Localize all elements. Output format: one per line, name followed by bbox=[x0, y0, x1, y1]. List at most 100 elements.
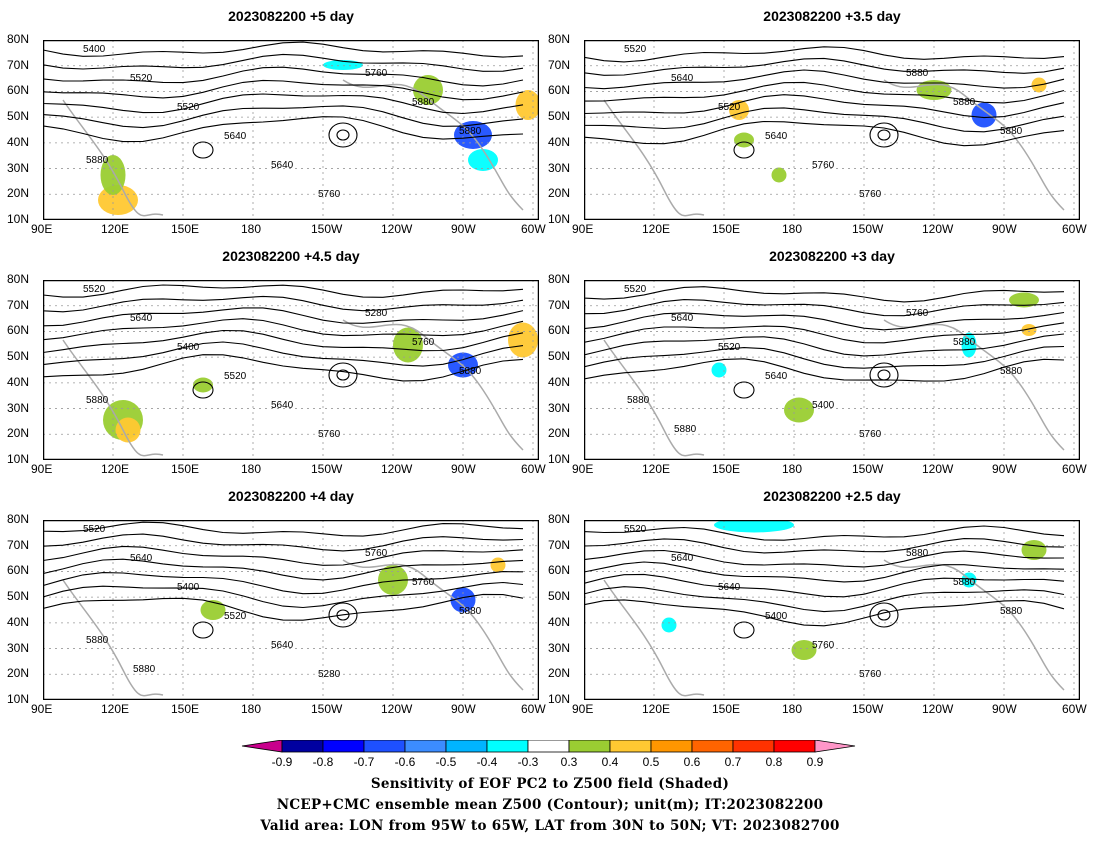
contour-label: 5640 bbox=[718, 582, 741, 593]
map-panel: 5520 5640 5520 5640 5400 5760 5760 5880 5880 5880… bbox=[584, 280, 1080, 460]
contour-label: 5760 bbox=[412, 577, 435, 588]
lon-label: 180 bbox=[782, 462, 803, 476]
sensitivity-shading bbox=[393, 327, 423, 363]
z500-contour bbox=[43, 318, 524, 341]
contour-label: 5880 bbox=[1000, 366, 1023, 377]
sensitivity-shading bbox=[490, 557, 506, 573]
colorbar-tick: -0.9 bbox=[272, 755, 293, 769]
colorbar-tick: 0.3 bbox=[561, 755, 578, 769]
z500-contour bbox=[43, 593, 524, 621]
lon-label: 90W bbox=[451, 702, 476, 716]
z500-contour bbox=[584, 286, 1065, 303]
sensitivity-shading bbox=[1009, 292, 1039, 308]
colorbar-tick: -0.4 bbox=[477, 755, 498, 769]
lat-label: 10N bbox=[548, 692, 571, 706]
contour-label: 5640 bbox=[765, 131, 788, 142]
lat-label: 30N bbox=[548, 640, 571, 655]
lat-label: 70N bbox=[548, 297, 571, 312]
lon-label: 60W bbox=[1062, 462, 1087, 476]
lon-label: 150W bbox=[311, 462, 343, 476]
lon-label: 90E bbox=[572, 462, 594, 476]
contour-label: 5880 bbox=[86, 635, 109, 646]
lon-label: 90E bbox=[31, 462, 53, 476]
colorbar-tick: -0.5 bbox=[436, 755, 457, 769]
contour-label: 5640 bbox=[224, 131, 247, 142]
sensitivity-shading bbox=[413, 75, 443, 105]
panel-title: 2023082200 +2.5 day bbox=[763, 488, 901, 504]
contour-label: 5520 bbox=[224, 611, 247, 622]
lat-label: 30N bbox=[7, 400, 30, 415]
sensitivity-shading bbox=[714, 520, 794, 533]
z500-contour bbox=[584, 311, 1065, 331]
z500-contour bbox=[43, 105, 524, 129]
contour-label: 5880 bbox=[953, 577, 976, 588]
caption-line-2: NCEP+CMC ensemble mean Z500 (Contour); u… bbox=[276, 797, 824, 813]
panel-title: 2023082200 +4.5 day bbox=[222, 248, 360, 264]
lon-label: 60W bbox=[521, 222, 546, 236]
colorbar-tick: 0.6 bbox=[684, 755, 701, 769]
contour-label: 5880 bbox=[674, 424, 697, 435]
z500-contour bbox=[584, 69, 1065, 90]
lon-label: 90W bbox=[451, 462, 476, 476]
z500-contour bbox=[43, 284, 524, 298]
lon-label: 150E bbox=[712, 462, 741, 476]
lat-label: 30N bbox=[548, 400, 571, 415]
z500-contour bbox=[584, 46, 1065, 63]
sensitivity-shading bbox=[711, 362, 727, 378]
z500-contour bbox=[584, 549, 1065, 568]
lon-label: 120W bbox=[922, 462, 954, 476]
colorbar-tick: 0.8 bbox=[766, 755, 783, 769]
lon-label: 60W bbox=[1062, 222, 1087, 236]
z500-contour bbox=[584, 538, 1065, 554]
contour-label: 5400 bbox=[765, 611, 788, 622]
contour-label: 5640 bbox=[671, 553, 694, 564]
colorbar-tick: -0.7 bbox=[354, 755, 375, 769]
z500-contour bbox=[43, 354, 524, 382]
lat-label: 10N bbox=[7, 692, 30, 706]
lat-label: 30N bbox=[548, 160, 571, 175]
z500-contour bbox=[584, 333, 1065, 357]
contour-label: 5520 bbox=[624, 44, 647, 55]
z500-contour bbox=[584, 345, 1065, 369]
z500-contour bbox=[43, 545, 524, 566]
contour-label: 5520 bbox=[177, 102, 200, 113]
colorbar-tick: 0.5 bbox=[643, 755, 660, 769]
colorbar: -0.9 -0.8 -0.7 -0.6 -0.5 -0.4 -0.3 0.3 0.4 0.5 0.6… bbox=[241, 740, 856, 769]
sensitivity-shading bbox=[784, 397, 814, 423]
lon-label: 150E bbox=[712, 702, 741, 716]
lat-label: 50N bbox=[7, 589, 30, 604]
lat-label: 80N bbox=[548, 32, 571, 46]
colorbar-swatch bbox=[445, 740, 488, 753]
lon-label: 150E bbox=[171, 702, 200, 716]
contour-label: 5880 bbox=[86, 395, 109, 406]
lat-label: 80N bbox=[548, 272, 571, 286]
colorbar-swatch bbox=[691, 740, 734, 753]
z500-contour bbox=[43, 116, 524, 143]
colorbar-swatch bbox=[281, 740, 324, 753]
map-panel: 5520 5640 5640 5400 5760 5760 5880 5880 5880 bbox=[584, 520, 1080, 700]
contour-label: 5760 bbox=[906, 308, 929, 319]
lat-label: 70N bbox=[7, 297, 30, 312]
contour-label: 5400 bbox=[177, 342, 200, 353]
lat-label: 30N bbox=[7, 160, 30, 175]
contour-label: 5760 bbox=[365, 68, 388, 79]
colorbar-swatch bbox=[732, 740, 775, 753]
lat-label: 20N bbox=[548, 186, 571, 201]
lat-label: 80N bbox=[548, 512, 571, 526]
lat-label: 40N bbox=[548, 134, 571, 149]
z500-contour bbox=[43, 571, 524, 595]
contour-label: 5880 bbox=[459, 126, 482, 137]
z500-contour bbox=[584, 586, 1065, 613]
contour-label: 5880 bbox=[459, 606, 482, 617]
sensitivity-shading bbox=[791, 640, 817, 660]
colorbar-swatch bbox=[404, 740, 447, 753]
map-panel: 5520 5640 5400 5520 5640 5280 5760 5760 5880 5880… bbox=[43, 520, 539, 700]
lon-label: 150W bbox=[852, 702, 884, 716]
lat-label: 40N bbox=[7, 134, 30, 149]
z500-contour bbox=[43, 307, 524, 327]
lat-label: 20N bbox=[548, 666, 571, 681]
lat-label: 80N bbox=[7, 272, 30, 286]
contour-label: 5640 bbox=[271, 160, 294, 171]
contour-label: 5520 bbox=[624, 284, 647, 295]
lon-label: 120W bbox=[381, 702, 413, 716]
